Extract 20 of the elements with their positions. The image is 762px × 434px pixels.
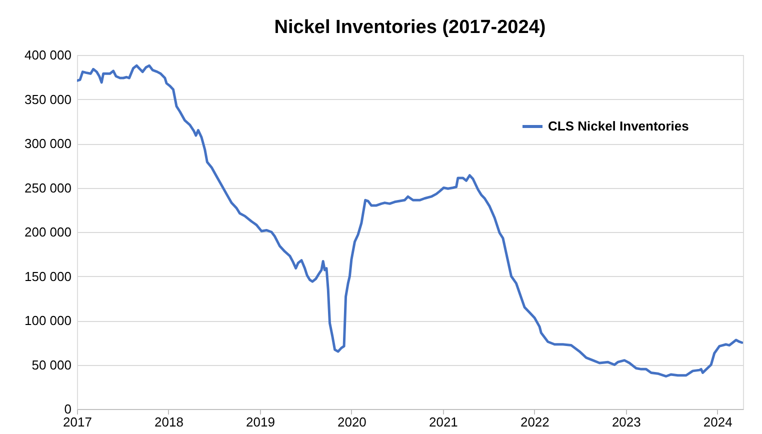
y-tick-label: 400 000 — [24, 48, 72, 62]
y-tick-label: 350 000 — [24, 92, 72, 107]
y-tick-label: 150 000 — [24, 268, 72, 284]
x-tick-label: 2021 — [428, 414, 458, 430]
y-tick-label: 250 000 — [24, 180, 72, 196]
y-tick-label: 0 — [64, 402, 72, 416]
x-tick-label: 2020 — [337, 414, 366, 430]
y-tick-label: 50 000 — [32, 357, 72, 372]
legend-label: CLS Nickel Inventories — [548, 118, 689, 134]
y-tick-label: 100 000 — [24, 313, 72, 328]
x-tick-label: 2019 — [246, 414, 275, 430]
line-series — [77, 64, 743, 378]
x-tick-label: 2024 — [703, 414, 732, 430]
x-tick-label: 2018 — [154, 414, 184, 430]
y-tick-label: 200 000 — [24, 224, 72, 240]
x-tick-label: 2022 — [520, 414, 550, 430]
y-tick-label: 300 000 — [24, 136, 72, 151]
x-tick-label: 2017 — [63, 414, 92, 430]
x-tick-label: 2023 — [612, 414, 641, 430]
chart-title: Nickel Inventories (2017-2024) — [274, 17, 546, 38]
